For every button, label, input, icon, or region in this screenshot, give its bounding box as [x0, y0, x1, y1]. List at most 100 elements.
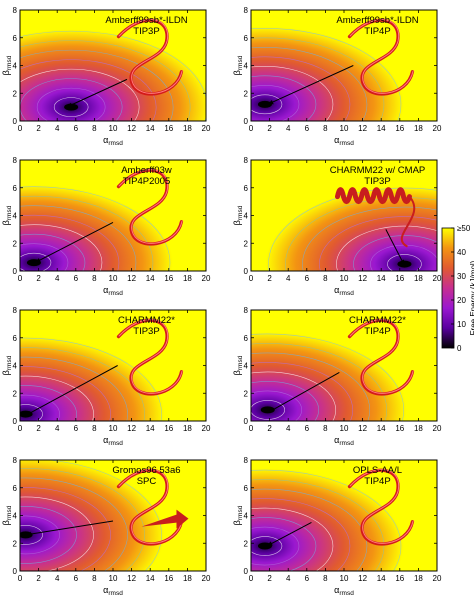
y-tick-label: 6 [13, 184, 18, 193]
x-tick-label: 12 [127, 124, 136, 133]
contour-line [20, 252, 52, 271]
x-tick-label: 8 [92, 274, 97, 283]
y-tick-label: 8 [13, 156, 18, 165]
colorbar: 0 10 20 30 40 ≥50 Free Energy (kJ/mol) [441, 224, 474, 353]
x-tick-label: 2 [267, 124, 272, 133]
x-tick-label: 18 [183, 124, 192, 133]
x-tick-label: 2 [267, 574, 272, 583]
minimum-arrow [66, 78, 128, 108]
x-tick-label: 16 [164, 424, 173, 433]
minimum-arrow [266, 521, 312, 547]
y-tick-label: 0 [13, 267, 18, 276]
y-axis-label: βrmsd [1, 55, 13, 75]
x-tick-label: 20 [433, 274, 442, 283]
contour-line [20, 477, 128, 571]
arrow-head [66, 102, 73, 108]
x-tick-label: 4 [286, 574, 291, 583]
contour-line [251, 362, 354, 421]
contour-line [20, 186, 171, 271]
panel-5: CHARMM22*TIP3P 0 2 4 6 8 10 12 14 16 18 20 0 2 4 6 8 αrms… [1, 306, 211, 447]
contour-line [20, 404, 43, 421]
contour-line [36, 87, 106, 121]
x-tick-label: 20 [433, 124, 442, 133]
x-tick-label: 0 [249, 574, 254, 583]
contour-line [251, 400, 286, 420]
contour-line [251, 469, 402, 571]
x-tick-label: 10 [109, 574, 118, 583]
contour-line [251, 94, 283, 115]
x-tick-label: 20 [433, 424, 442, 433]
contour-line [251, 536, 283, 556]
y-tick-label: 4 [244, 512, 249, 521]
contour-line [336, 225, 437, 271]
x-tick-label: 8 [323, 574, 328, 583]
x-tick-label: 18 [183, 424, 192, 433]
colorbar-tick-label: 20 [457, 296, 466, 305]
colorbar-tick-label: 30 [457, 272, 466, 281]
contour-line [251, 28, 402, 121]
contour-line [251, 343, 388, 421]
protein-structure [347, 468, 415, 546]
panel-title-line: OPLS-AA/L [353, 465, 402, 476]
contour-line [20, 496, 94, 571]
contour-line [251, 488, 368, 571]
contour-line [251, 517, 317, 571]
x-tick-label: 12 [358, 574, 367, 583]
contour-line [302, 206, 437, 271]
arrow-head [267, 407, 274, 413]
contour-line [251, 371, 337, 421]
contour-line [20, 205, 137, 271]
y-tick-label: 0 [13, 417, 18, 426]
x-tick-label: 6 [74, 574, 79, 583]
x-tick-label: 20 [202, 274, 211, 283]
y-tick-label: 4 [13, 62, 18, 71]
contour-line [251, 507, 334, 571]
contour-line [20, 468, 145, 571]
x-tick-label: 2 [267, 424, 272, 433]
x-tick-label: 6 [74, 274, 79, 283]
x-tick-label: 20 [202, 424, 211, 433]
minimum-arrow [267, 65, 354, 105]
x-tick-label: 12 [127, 424, 136, 433]
x-tick-label: 2 [36, 574, 41, 583]
panel-title-line: TIP4P [364, 326, 390, 337]
contour-line [251, 56, 351, 121]
panel-title-line: Gromos96 53a6 [112, 465, 180, 476]
x-tick-label: 14 [146, 274, 155, 283]
arrow-head [266, 541, 273, 547]
y-tick-label: 6 [244, 334, 249, 343]
x-tick-label: 0 [249, 424, 254, 433]
y-tick-label: 8 [244, 306, 249, 315]
contour-line [251, 352, 371, 421]
free-energy-surface [20, 310, 206, 421]
y-tick-label: 8 [244, 156, 249, 165]
x-tick-label: 0 [249, 124, 254, 133]
y-tick-label: 8 [244, 456, 249, 465]
x-axis-label: αrmsd [103, 435, 123, 447]
panel-title-line: TIP4P [364, 26, 390, 37]
y-tick-label: 6 [244, 184, 249, 193]
x-tick-label: 6 [305, 424, 310, 433]
y-tick-label: 4 [13, 512, 18, 521]
x-tick-label: 16 [164, 124, 173, 133]
x-axis-label: αrmsd [103, 585, 123, 597]
x-tick-label: 12 [358, 424, 367, 433]
y-tick-label: 2 [13, 389, 18, 398]
x-tick-label: 12 [358, 274, 367, 283]
arrow-head [34, 258, 41, 263]
contour-line [251, 390, 303, 421]
minimum-arrow [34, 221, 114, 264]
x-tick-label: 6 [305, 274, 310, 283]
panel-title-line: Amberff03w [121, 165, 172, 176]
contour-line [387, 254, 422, 271]
x-tick-label: 0 [249, 274, 254, 283]
x-tick-label: 12 [127, 274, 136, 283]
x-tick-label: 18 [183, 274, 192, 283]
contour-line [44, 460, 162, 571]
contour-line [20, 224, 103, 271]
x-tick-label: 14 [377, 124, 386, 133]
x-tick-label: 10 [340, 574, 349, 583]
x-tick-label: 18 [414, 274, 423, 283]
